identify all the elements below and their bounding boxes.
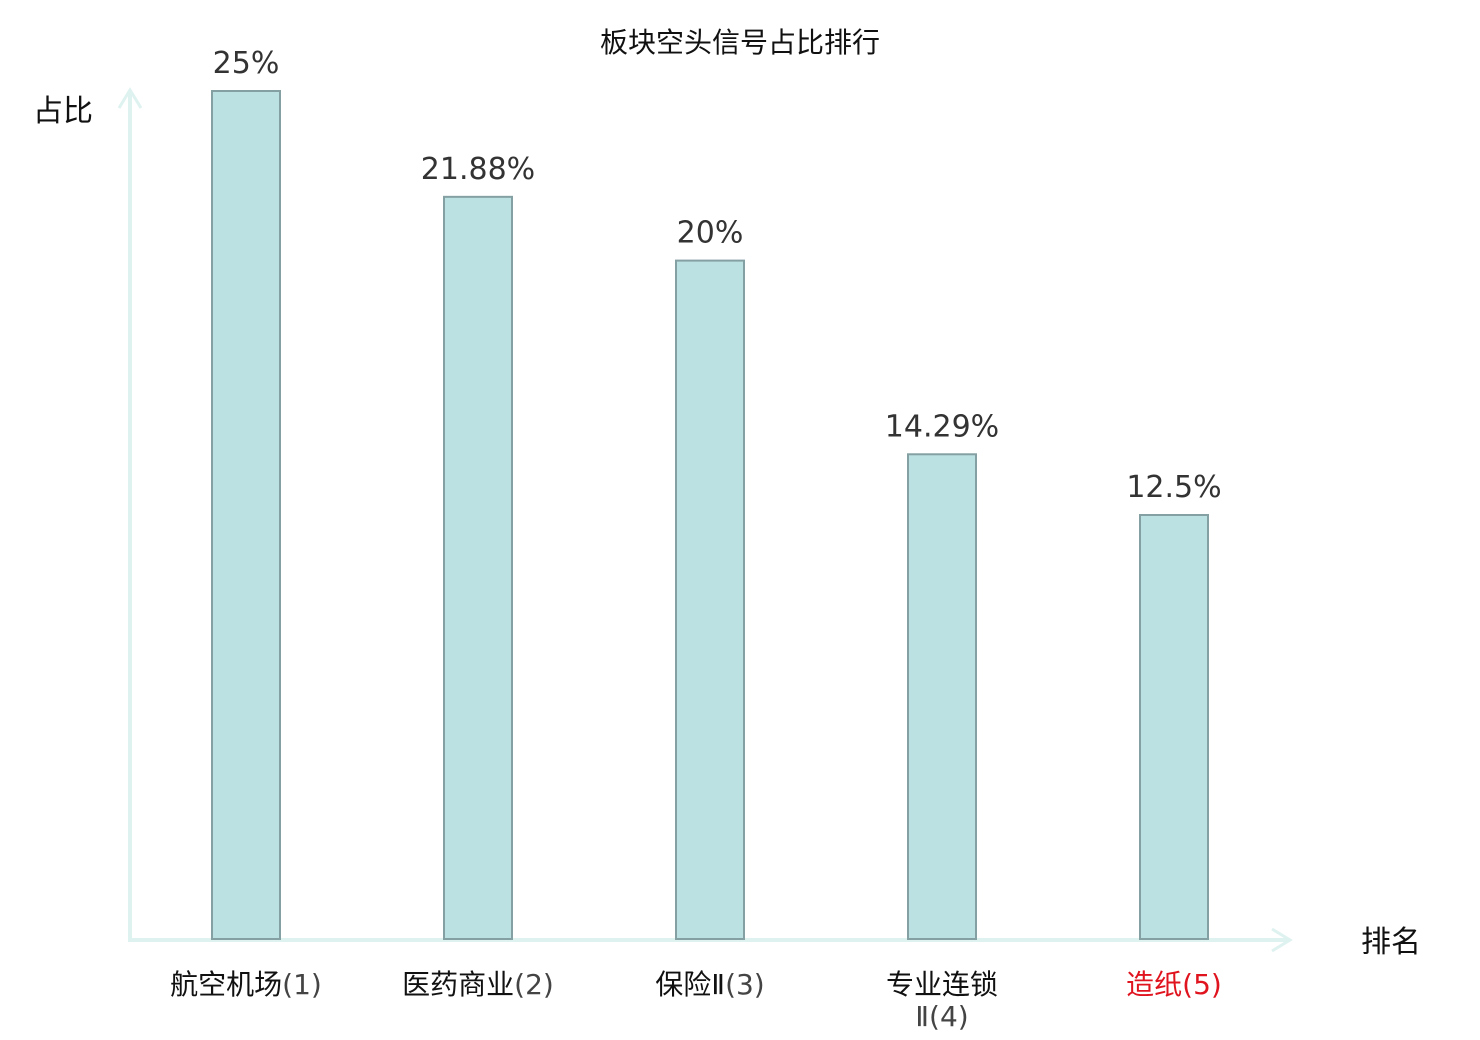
bar [1139, 514, 1209, 940]
x-tick-label: 造纸(5) [1126, 968, 1222, 1001]
bar-value-label: 25% [213, 46, 280, 81]
y-axis-label: 占比 [33, 94, 93, 129]
x-tick-rank: (3) [725, 968, 765, 1001]
x-tick-rank: Ⅱ(4) [915, 1000, 968, 1033]
bar [443, 195, 513, 941]
x-tick-label: 专业连锁 Ⅱ(4) [886, 968, 998, 1033]
x-tick-rank: (1) [282, 968, 322, 1001]
value-labels-group: 25% 21.88% 20% 14.29% 12.5% [213, 46, 1222, 505]
bar-value-label: 21.88% [421, 152, 535, 187]
bar [907, 453, 977, 940]
x-tick-rank: (2) [514, 968, 554, 1001]
category-labels-group: 航空机场(1) 医药商业(2) 保险Ⅱ(3) 专业连锁 Ⅱ(4) 造纸(5) [170, 968, 1222, 1033]
chart-title: 板块空头信号占比排行 [600, 26, 880, 59]
bar-value-label: 20% [677, 216, 744, 251]
x-tick-name: 保险Ⅱ [655, 968, 725, 1001]
bars-group [211, 90, 1209, 941]
x-tick-name: 专业连锁 [886, 968, 998, 1001]
x-tick-name: 医药商业 [402, 968, 514, 1001]
bar-value-label: 12.5% [1126, 470, 1221, 505]
x-axis-label: 排名 [1361, 925, 1421, 960]
x-axis-arrow [1271, 927, 1293, 953]
x-tick-label: 医药商业(2) [402, 968, 554, 1001]
x-tick-name: 造纸 [1126, 968, 1182, 1001]
bar-value-label: 14.29% [885, 409, 999, 444]
bar [675, 259, 745, 941]
bar [211, 90, 281, 940]
x-tick-name: 航空机场 [170, 968, 282, 1001]
x-tick-label: 航空机场(1) [170, 968, 322, 1001]
x-tick-rank: (5) [1182, 968, 1222, 1001]
x-tick-label: 保险Ⅱ(3) [655, 968, 764, 1001]
y-axis-arrow [117, 87, 143, 109]
